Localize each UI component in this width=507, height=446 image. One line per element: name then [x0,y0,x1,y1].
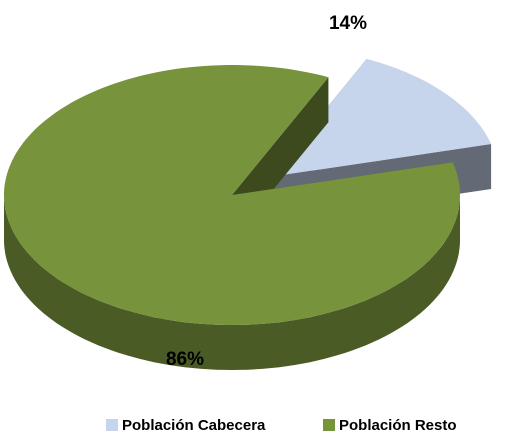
legend-swatch [106,419,118,431]
slice-side [4,195,460,370]
data-label: 86% [166,349,204,370]
legend-label: Población Resto [339,417,457,434]
slice [4,65,460,325]
slice [270,58,492,177]
legend-label: Población Cabecera [122,417,266,434]
data-label: 14% [329,13,367,34]
legend-swatch [323,419,335,431]
